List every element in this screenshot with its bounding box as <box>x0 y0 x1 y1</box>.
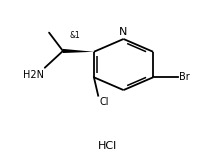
Polygon shape <box>63 49 94 53</box>
Text: H2N: H2N <box>23 70 44 80</box>
Text: Cl: Cl <box>99 97 109 107</box>
Text: Br: Br <box>179 72 189 82</box>
Text: HCl: HCl <box>98 141 117 151</box>
Text: N: N <box>119 27 128 37</box>
Text: &1: &1 <box>69 31 80 40</box>
